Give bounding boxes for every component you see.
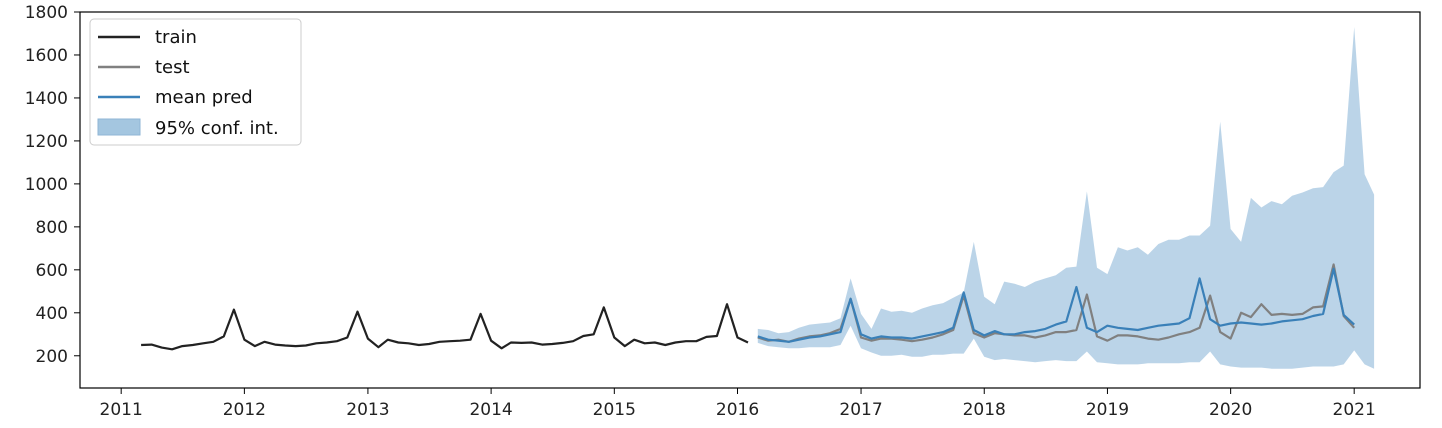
- x-tick-label: 2011: [100, 400, 143, 420]
- x-tick-label: 2016: [716, 400, 759, 420]
- legend-label-ci: 95% conf. int.: [155, 118, 279, 139]
- train-line: [141, 303, 749, 351]
- x-tick-label: 2020: [1209, 400, 1252, 420]
- x-tick-label: 2017: [839, 400, 882, 420]
- mean-pred-line: [757, 267, 1355, 343]
- x-tick-label: 2012: [223, 400, 266, 420]
- legend-label-mean-pred: mean pred: [155, 87, 253, 108]
- y-tick-label: 1400: [25, 89, 68, 109]
- legend-label-test: test: [155, 57, 190, 78]
- x-tick-label: 2018: [963, 400, 1006, 420]
- x-tick-label: 2013: [346, 400, 389, 420]
- series-lines-layer: [141, 263, 1356, 351]
- x-tick-label: 2014: [469, 400, 512, 420]
- x-axis: 2011 2012 2013 2014 2015 2016 2017 2018 2019 2020…: [100, 388, 1376, 420]
- y-tick-label: 1600: [25, 46, 68, 66]
- y-tick-label: 1800: [25, 3, 68, 23]
- legend-swatch-ci: [97, 118, 141, 136]
- x-tick-label: 2015: [593, 400, 636, 420]
- y-tick-label: 1000: [25, 175, 68, 195]
- plot-frame: [79, 11, 1421, 389]
- confidence-interval-layer: [757, 27, 1375, 369]
- x-tick-label: 2021: [1333, 400, 1376, 420]
- legend-label-train: train: [155, 27, 197, 48]
- ci-band: [757, 27, 1375, 369]
- y-tick-label: 400: [36, 304, 68, 324]
- y-tick-label: 200: [36, 347, 68, 367]
- y-axis: 200 400 600 800 1000 1200 1400 1600 1800: [25, 3, 80, 367]
- legend: train test mean pred 95% conf. int.: [89, 18, 302, 146]
- y-tick-label: 600: [36, 261, 68, 281]
- legend-box: [89, 18, 302, 146]
- x-tick-label: 2019: [1086, 400, 1129, 420]
- y-tick-label: 1200: [25, 132, 68, 152]
- y-tick-label: 800: [36, 218, 68, 238]
